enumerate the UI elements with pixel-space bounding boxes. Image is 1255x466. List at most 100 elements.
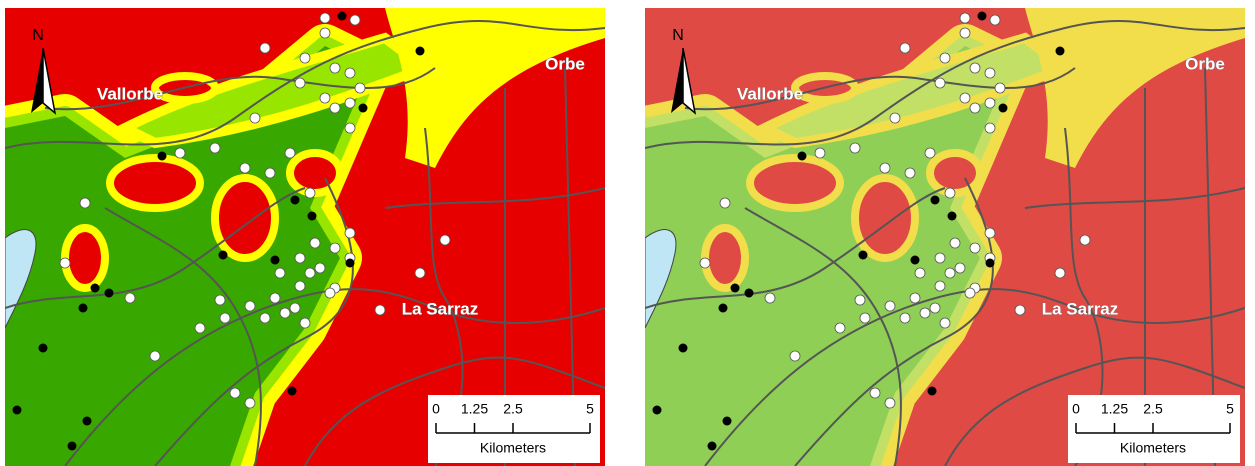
observation-white bbox=[900, 313, 910, 323]
observation-white bbox=[860, 313, 870, 323]
observation-white bbox=[1015, 305, 1025, 315]
observation-white bbox=[910, 293, 920, 303]
observation-white bbox=[300, 53, 310, 63]
observation-black bbox=[416, 47, 425, 56]
observation-white bbox=[295, 281, 305, 291]
observation-white bbox=[220, 313, 230, 323]
observation-black bbox=[999, 104, 1008, 113]
observation-white bbox=[305, 268, 315, 278]
observation-white bbox=[195, 323, 205, 333]
scale-unit: Kilometers bbox=[1120, 440, 1186, 456]
observation-white bbox=[905, 168, 915, 178]
observation-white bbox=[955, 263, 965, 273]
observation-white bbox=[960, 28, 970, 38]
observation-white bbox=[940, 318, 950, 328]
scale-tick-label: 1.25 bbox=[1101, 401, 1128, 417]
observation-white bbox=[285, 148, 295, 158]
observation-white bbox=[945, 268, 955, 278]
scale-tick-label: 2.5 bbox=[1143, 401, 1163, 417]
place-label: La Sarraz bbox=[1042, 299, 1119, 318]
observation-white bbox=[150, 351, 160, 361]
observation-white bbox=[415, 268, 425, 278]
observation-white bbox=[990, 15, 1000, 25]
observation-white bbox=[310, 238, 320, 248]
observation-white bbox=[320, 93, 330, 103]
low-habitat-patch bbox=[65, 228, 105, 288]
observation-black bbox=[79, 304, 88, 313]
observation-black bbox=[723, 417, 732, 426]
observation-white bbox=[995, 83, 1005, 93]
observation-white bbox=[270, 293, 280, 303]
observation-white bbox=[915, 268, 925, 278]
observation-white bbox=[960, 13, 970, 23]
observation-black bbox=[105, 289, 114, 298]
observation-white bbox=[945, 188, 955, 198]
observation-white bbox=[260, 313, 270, 323]
observation-black bbox=[948, 212, 957, 221]
observation-black bbox=[39, 344, 48, 353]
observation-black bbox=[798, 152, 807, 161]
observation-white bbox=[355, 83, 365, 93]
observation-white bbox=[1055, 268, 1065, 278]
observation-white bbox=[325, 288, 335, 298]
observation-black bbox=[219, 251, 228, 260]
map-figure: NVallorbeOrbeLa Sarraz01.252.55Kilometer… bbox=[0, 0, 1255, 466]
observation-black bbox=[928, 387, 937, 396]
north-label: N bbox=[672, 27, 684, 44]
observation-white bbox=[345, 98, 355, 108]
observation-white bbox=[720, 198, 730, 208]
observation-white bbox=[265, 168, 275, 178]
place-label: La Sarraz bbox=[402, 299, 479, 318]
observation-white bbox=[295, 253, 305, 263]
observation-white bbox=[330, 243, 340, 253]
observation-white bbox=[925, 148, 935, 158]
observation-black bbox=[911, 256, 920, 265]
observation-white bbox=[345, 123, 355, 133]
observation-white bbox=[300, 318, 310, 328]
observation-white bbox=[880, 163, 890, 173]
observation-black bbox=[288, 387, 297, 396]
observation-white bbox=[240, 163, 250, 173]
observation-white bbox=[970, 243, 980, 253]
observation-white bbox=[280, 308, 290, 318]
observation-white bbox=[80, 198, 90, 208]
observation-black bbox=[719, 304, 728, 313]
observation-white bbox=[345, 68, 355, 78]
observation-white bbox=[890, 113, 900, 123]
low-habitat-patch bbox=[705, 228, 745, 288]
observation-black bbox=[731, 284, 740, 293]
low-habitat-patch bbox=[290, 153, 340, 193]
observation-white bbox=[900, 43, 910, 53]
observation-white bbox=[970, 103, 980, 113]
observation-black bbox=[13, 406, 22, 415]
observation-white bbox=[870, 388, 880, 398]
observation-white bbox=[850, 143, 860, 153]
observation-white bbox=[950, 238, 960, 248]
observation-black bbox=[338, 12, 347, 21]
observation-white bbox=[920, 308, 930, 318]
observation-black bbox=[271, 256, 280, 265]
scale-tick-label: 5 bbox=[1226, 401, 1234, 417]
place-label: Orbe bbox=[545, 54, 585, 73]
observation-white bbox=[215, 295, 225, 305]
place-label: Vallorbe bbox=[97, 84, 163, 103]
scale-tick-label: 1.25 bbox=[461, 401, 488, 417]
low-habitat-patch bbox=[930, 153, 980, 193]
low-habitat-patch bbox=[750, 158, 840, 208]
observation-white bbox=[985, 123, 995, 133]
observation-black bbox=[1056, 47, 1065, 56]
observation-white bbox=[230, 388, 240, 398]
observation-white bbox=[375, 305, 385, 315]
observation-white bbox=[835, 323, 845, 333]
observation-white bbox=[245, 301, 255, 311]
observation-white bbox=[935, 78, 945, 88]
observation-black bbox=[158, 152, 167, 161]
observation-black bbox=[679, 344, 688, 353]
observation-white bbox=[330, 103, 340, 113]
observation-white bbox=[320, 28, 330, 38]
observation-white bbox=[125, 293, 135, 303]
observation-white bbox=[970, 63, 980, 73]
scale-unit: Kilometers bbox=[480, 440, 546, 456]
observation-white bbox=[815, 148, 825, 158]
